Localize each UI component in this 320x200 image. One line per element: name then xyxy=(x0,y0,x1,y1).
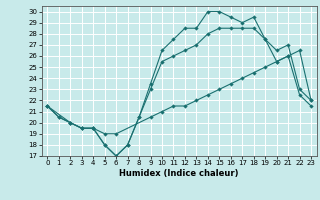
X-axis label: Humidex (Indice chaleur): Humidex (Indice chaleur) xyxy=(119,169,239,178)
